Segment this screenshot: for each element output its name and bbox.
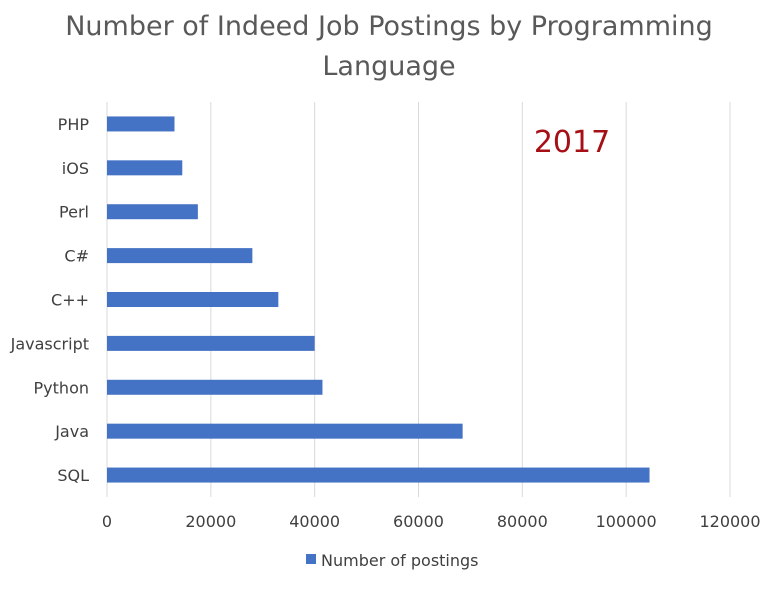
chart-title: Number of Indeed Job Postings by Program… [65,11,713,82]
chart-title-line: Number of Indeed Job Postings by Program… [65,11,713,42]
x-tick-label: 20000 [185,512,236,531]
bar-java [107,423,463,439]
bar-python [107,379,323,395]
category-label: C# [64,247,89,266]
bar-c- [107,248,253,264]
bars [107,116,650,483]
category-label: C++ [51,291,89,310]
category-label: SQL [57,466,89,485]
x-tick-labels: 0 20000 40000 60000 80000 100000 120000 [102,512,761,531]
category-label: Javascript [10,334,89,353]
legend-label: Number of postings [321,551,479,570]
x-tick-label: 0 [102,512,112,531]
year-annotation: 2017 [534,125,610,160]
bar-sql [107,467,650,483]
category-label: PHP [58,115,90,134]
category-label: Java [54,422,89,441]
category-labels: PHP iOS Perl C# C++ Javascript Python Java SQL [10,115,90,485]
gridlines [106,102,731,497]
x-tick-label: 40000 [289,512,340,531]
bar-ios [107,160,183,176]
bar-perl [107,204,198,220]
bar-javascript [107,335,315,351]
bar-php [107,116,175,132]
chart-title-line: Language [322,51,455,82]
category-label: iOS [62,159,89,178]
category-label: Perl [59,203,89,222]
x-tick-label: 100000 [596,512,657,531]
x-tick-label: 80000 [497,512,548,531]
legend: Number of postings [306,551,479,570]
x-tick-label: 60000 [393,512,444,531]
legend-swatch [306,554,316,564]
x-tick-label: 120000 [699,512,760,531]
category-label: Python [34,378,89,397]
bar-c- [107,292,279,307]
